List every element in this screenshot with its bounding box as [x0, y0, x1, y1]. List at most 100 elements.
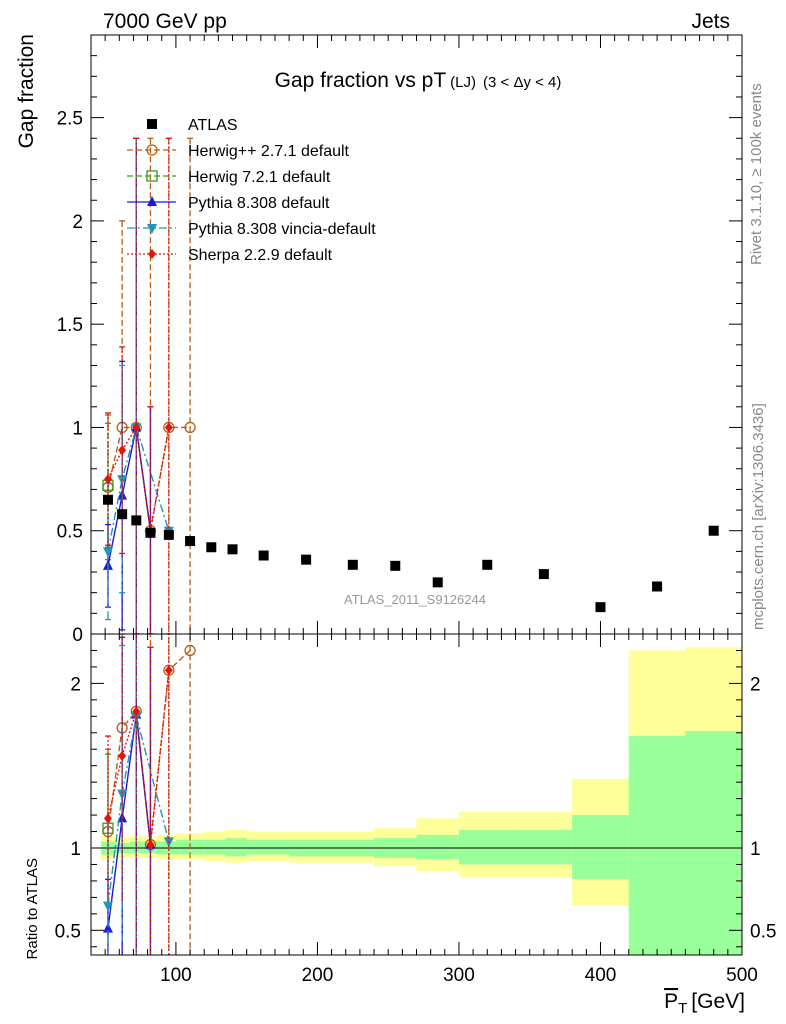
x-tick-label: 500 — [726, 965, 758, 986]
data-point — [432, 577, 443, 588]
series-sherpa — [103, 137, 173, 634]
x-axis-label: PT [GeV] — [664, 990, 745, 1017]
legend-item-herwig7: Herwig 7.2.1 default — [127, 169, 331, 186]
data-point — [103, 474, 112, 485]
ratio-plot-panel: 0.5 0.5 1 1 2 2 100 200 300 400 500 Ratio to ATLA… — [24, 633, 776, 1017]
data-point — [132, 706, 141, 717]
data-point — [538, 569, 549, 580]
data-point — [118, 750, 127, 761]
ratio-y-axis-label: Ratio to ATLAS — [24, 858, 41, 959]
uncertainty-band-inner — [416, 834, 459, 860]
mcplots-label: mcplots.cern.ch [arXiv:1306.3436] — [750, 403, 767, 630]
data-point — [146, 839, 155, 850]
uncertainty-band-inner — [515, 829, 573, 865]
ratio-y-tick-label: 2 — [70, 674, 81, 695]
data-point — [102, 922, 113, 933]
series-line — [107, 424, 170, 552]
data-point — [132, 422, 141, 433]
y-tick-label: 0.5 — [57, 522, 83, 543]
ratio-y-tick-label: 0.5 — [55, 921, 81, 942]
legend-item-ATLAS: ATLAS — [147, 117, 238, 134]
series-vincia — [102, 137, 174, 634]
data-point — [482, 559, 493, 570]
data-point — [184, 644, 196, 657]
data-point — [595, 602, 606, 613]
ratio-y-tick-label-right: 2 — [750, 674, 761, 695]
legend-marker — [147, 196, 157, 206]
data-point — [301, 554, 312, 565]
data-point — [184, 421, 196, 434]
series-line — [107, 427, 152, 566]
data-point — [117, 509, 128, 520]
ratio-series-sherpa — [103, 634, 173, 955]
legend-marker — [146, 144, 158, 156]
ratio-series-herwigpp — [102, 634, 196, 955]
y-tick-label: 2.5 — [57, 109, 83, 130]
legend: ATLAS Herwig++ 2.7.1 default Herwig 7.2.1 … — [127, 117, 376, 264]
uncertainty-band-inner — [458, 829, 516, 865]
data-point — [164, 665, 173, 676]
header-right: Jets — [691, 10, 730, 33]
uncertainty-band-inner — [628, 736, 686, 955]
legend-item-vincia: Pythia 8.308 vincia-default — [127, 221, 376, 238]
x-tick-label: 300 — [443, 965, 475, 986]
uncertainty-band-inner — [204, 839, 226, 855]
uncertainty-band-inner — [246, 839, 290, 855]
data-point — [347, 559, 358, 570]
data-point — [102, 901, 113, 912]
uncertainty-band-inner — [685, 731, 742, 955]
data-point — [652, 581, 663, 592]
data-point — [390, 560, 401, 571]
legend-item-pythia: Pythia 8.308 default — [127, 195, 330, 212]
data-point — [163, 529, 174, 540]
series-line — [107, 716, 170, 906]
legend-label: Pythia 8.308 default — [188, 195, 330, 212]
ratio-plot-frame — [90, 633, 743, 956]
plot-title: Gap fraction vs pT (LJ) (3 < Δy < 4) — [275, 69, 562, 92]
data-point — [708, 525, 719, 536]
data-point — [258, 550, 269, 561]
ratio-y-tick-label-right: 0.5 — [750, 921, 776, 942]
uncertainty-band-inner — [572, 815, 629, 880]
data-point — [117, 789, 128, 800]
series-herwigpp — [102, 137, 196, 634]
ratio-y-tick-label-right: 1 — [750, 839, 761, 860]
data-point — [145, 527, 156, 538]
main-y-axis-label: Gap fraction — [15, 34, 38, 148]
series-line — [107, 670, 170, 845]
legend-marker — [148, 249, 156, 259]
ratio-y-tick-label: 1 — [70, 839, 81, 860]
legend-marker — [147, 224, 157, 234]
analysis-watermark: ATLAS_2011_S9126244 — [344, 592, 486, 607]
legend-label: Herwig 7.2.1 default — [188, 169, 331, 186]
y-tick-label: 1.5 — [57, 315, 83, 336]
legend-label: Sherpa 2.2.9 default — [188, 247, 333, 264]
x-tick-label: 400 — [585, 965, 617, 986]
series-ATLAS — [102, 494, 719, 613]
legend-marker — [146, 170, 158, 182]
series-line — [107, 425, 170, 531]
data-point — [227, 544, 238, 555]
legend-item-herwigpp: Herwig++ 2.7.1 default — [127, 143, 350, 160]
x-tick-label: 200 — [302, 965, 334, 986]
main-plot-panel: 0.5 1 1.5 2 2.5 0 Gap fraction Gap fraction v… — [15, 34, 743, 646]
data-point — [185, 536, 196, 547]
legend-label: ATLAS — [188, 117, 238, 134]
series-line — [107, 649, 191, 845]
data-point — [102, 547, 113, 558]
data-point — [103, 813, 112, 824]
data-point — [118, 445, 127, 456]
rivet-label: Rivet 3.1.10, ≥ 100k events — [748, 83, 765, 265]
series-line — [107, 714, 152, 929]
y-tick-label: 1 — [72, 418, 83, 439]
legend-marker — [147, 119, 157, 129]
header-left: 7000 GeV pp — [103, 10, 227, 33]
data-point — [164, 422, 173, 433]
legend-label: Herwig++ 2.7.1 default — [188, 143, 350, 160]
legend-label: Pythia 8.308 vincia-default — [188, 221, 376, 238]
legend-item-sherpa: Sherpa 2.2.9 default — [127, 247, 333, 264]
x-tick-label: 100 — [160, 965, 192, 986]
y-tick-label: 0 — [72, 625, 83, 646]
uncertainty-band-inner — [225, 838, 247, 857]
